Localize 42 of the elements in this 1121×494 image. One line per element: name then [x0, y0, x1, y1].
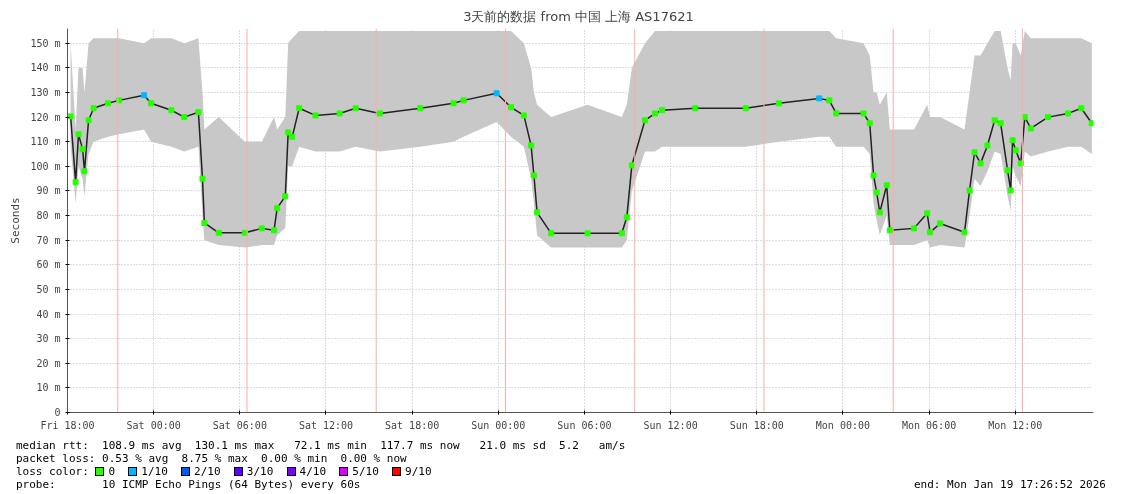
- legend-label: 3/10: [246, 465, 274, 478]
- y-tick-label: 70 m: [36, 234, 61, 246]
- x-tick-label: Sun 12:00: [643, 419, 698, 431]
- x-tick-label: Mon 00:00: [815, 419, 871, 431]
- y-tick-label: 150 m: [30, 37, 61, 49]
- y-axis-title: Seconds: [9, 197, 23, 244]
- legend-label: 2/10: [194, 465, 221, 478]
- text: packet loss: 0.53 % avg 8.75 % max 0.00 % min 0.00 % now: [16, 452, 408, 465]
- legend-title: loss color:: [16, 465, 89, 478]
- y-tick-label: 100 m: [30, 160, 61, 172]
- y-tick-label: 80 m: [36, 210, 61, 222]
- y-tick-label: 30 m: [36, 333, 61, 345]
- x-tick-label: Sun 18:00: [729, 419, 784, 431]
- y-tick-label: 50 m: [36, 283, 61, 295]
- x-tick-label: Sun 06:00: [557, 419, 612, 431]
- chart-title: 3天前的数据 from 中国 上海 AS17621: [463, 8, 694, 24]
- x-tick-label: Fri 18:00: [40, 419, 95, 431]
- x-tick-label: Sat 00:00: [126, 419, 181, 431]
- text: end: Mon Jan 19 17:26:52 2026: [913, 478, 1106, 491]
- legend-label: 1/10: [141, 465, 168, 478]
- legend-label: 9/10: [405, 465, 432, 478]
- legend-label: 0: [108, 465, 116, 478]
- x-tick-label: Mon 12:00: [988, 419, 1043, 431]
- x-tick-label: Sat 12:00: [298, 419, 354, 431]
- y-tick-label: 140 m: [30, 62, 61, 74]
- x-tick-label: Sat 06:00: [212, 419, 267, 431]
- y-tick-label: 110 m: [30, 136, 61, 148]
- x-tick-label: Sun 00:00: [471, 419, 526, 431]
- y-tick-label: 60 m: [36, 259, 61, 271]
- text: median rtt: 108.9 ms avg 130.1 ms max 72.1 ms min 117.7 ms now 21.0 ms sd 5.2 am/s: [16, 439, 627, 452]
- y-tick-label: 20 m: [36, 357, 61, 369]
- legend-label: 4/10: [299, 465, 327, 478]
- legend-label: 5/10: [352, 465, 379, 478]
- y-tick-label: 10 m: [36, 382, 61, 394]
- y-tick-label: 120 m: [30, 111, 61, 123]
- x-tick-label: Mon 06:00: [901, 419, 957, 431]
- y-tick-label: 90 m: [36, 185, 61, 197]
- y-tick-label: 0: [54, 407, 61, 418]
- x-tick-label: Sat 18:00: [385, 419, 440, 431]
- text: probe: 10 ICMP Echo Pings (64 Bytes) every 60s: [16, 478, 361, 491]
- y-tick-label: 130 m: [30, 87, 61, 98]
- y-tick-label: 40 m: [36, 308, 61, 320]
